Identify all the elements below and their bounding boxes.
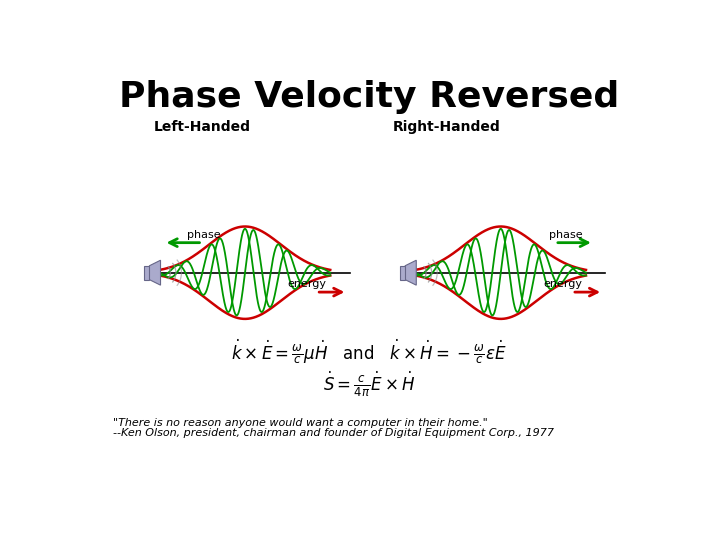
- Text: $\dot{k} \times \dot{E} = \frac{\omega}{c}\mu\dot{H}$   and   $\dot{k} \times \d: $\dot{k} \times \dot{E} = \frac{\omega}{…: [231, 337, 507, 366]
- Text: phase: phase: [187, 231, 220, 240]
- Polygon shape: [400, 266, 405, 280]
- Text: "There is no reason anyone would want a computer in their home.": "There is no reason anyone would want a …: [113, 418, 488, 428]
- Text: $\dot{S} = \frac{c}{4\pi}\dot{E} \times \dot{H}$: $\dot{S} = \frac{c}{4\pi}\dot{E} \times …: [323, 369, 415, 399]
- Text: Right-Handed: Right-Handed: [392, 120, 500, 134]
- Polygon shape: [405, 260, 416, 285]
- Text: energy: energy: [543, 279, 582, 289]
- Text: phase: phase: [549, 231, 582, 240]
- Text: Left-Handed: Left-Handed: [153, 120, 251, 134]
- Text: --Ken Olson, president, chairman and founder of Digital Equipment Corp., 1977: --Ken Olson, president, chairman and fou…: [113, 428, 554, 438]
- Polygon shape: [149, 260, 161, 285]
- Polygon shape: [144, 266, 149, 280]
- Text: Phase Velocity Reversed: Phase Velocity Reversed: [119, 80, 619, 114]
- Text: energy: energy: [287, 279, 326, 289]
